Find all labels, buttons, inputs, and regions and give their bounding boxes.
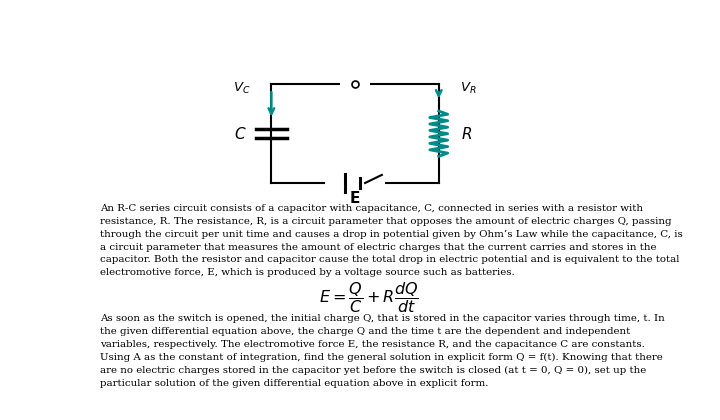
Text: $\mathbf{E}$: $\mathbf{E}$ [349, 189, 361, 205]
Text: $R$: $R$ [461, 126, 472, 142]
Text: $V_C$: $V_C$ [233, 81, 250, 96]
Text: $E = \dfrac{Q}{C} + R\dfrac{dQ}{dt}$: $E = \dfrac{Q}{C} + R\dfrac{dQ}{dt}$ [319, 280, 419, 315]
Text: $V_R$: $V_R$ [460, 81, 477, 96]
Text: As soon as the switch is opened, the initial charge Q, that is stored in the cap: As soon as the switch is opened, the ini… [100, 314, 665, 388]
Text: An R-C series circuit consists of a capacitor with capacitance, C, connected in : An R-C series circuit consists of a capa… [100, 204, 683, 277]
Text: $C$: $C$ [235, 126, 247, 142]
